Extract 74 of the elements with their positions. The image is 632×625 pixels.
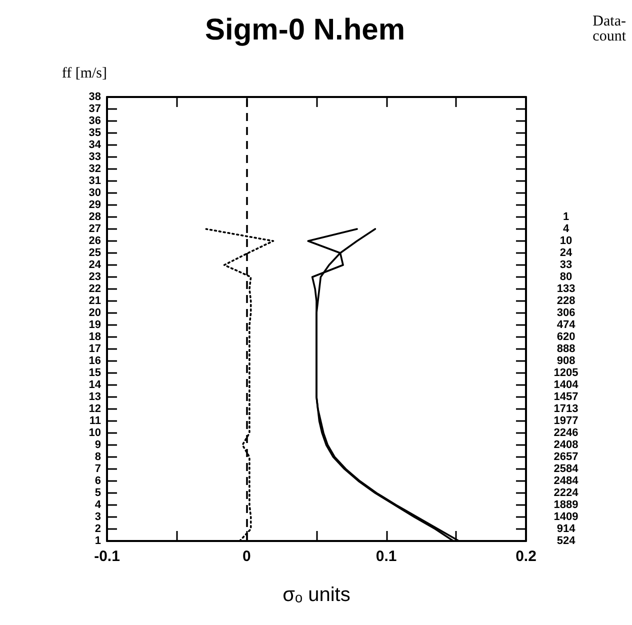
text: 2224 [554,487,580,499]
x-tick-label: 0.1 [376,548,397,565]
y-tick-label: 17 [88,343,101,355]
text: 306 [556,307,576,319]
text: 1205 [554,367,578,379]
text: 2484 [554,475,580,487]
y-tick-label: 25 [88,247,101,259]
text: 2246 [554,427,578,439]
y-tick-label: 3 [94,511,101,523]
y-axis-title: ff [m/s] [62,66,107,82]
y-tick-label: 34 [88,139,102,151]
y-tick-label: 23 [88,271,101,283]
text: 1 [562,211,570,223]
x-tick-label: 0.2 [516,548,536,565]
text: 524 [556,535,576,547]
y-tick-label: 8 [94,451,101,463]
y-tick-label: 16 [88,355,101,367]
y-tick-label: 30 [88,187,101,199]
text: 1457 [554,391,578,403]
y-tick-label: 5 [94,487,101,499]
text: Data- count [592,14,627,44]
text: 133 [556,283,576,295]
x-axis-title: σₒ units [282,584,350,606]
y-tick-label: 35 [88,127,101,139]
text: 2657 [554,451,578,463]
text: 1977 [554,415,578,427]
y-tick-label: 10 [88,427,101,439]
text: 10 [560,235,572,247]
text: 474 [556,319,576,331]
y-tick-label: 37 [88,103,101,115]
text: 1409 [554,511,578,523]
text: 888 [556,343,576,355]
text: 908 [556,355,576,367]
y-tick-label: 13 [88,391,101,403]
y-tick-label: 27 [88,223,101,235]
text: 4 [562,223,570,235]
x-tick-label: 0 [242,548,251,565]
text: 33 [560,259,572,271]
text: 228 [556,295,576,307]
text: 2584 [554,463,580,475]
y-tick-label: 6 [94,475,101,487]
y-tick-label: 18 [88,331,101,343]
text: 1713 [554,403,578,415]
y-tick-label: 9 [94,439,101,451]
y-tick-label: 29 [88,199,101,211]
y-tick-label: 26 [88,235,101,247]
y-tick-label: 4 [94,499,102,511]
y-tick-label: 21 [88,295,101,307]
y-tick-label: 24 [88,259,102,271]
y-tick-label: 1 [94,535,101,547]
x-tick-label: -0.1 [94,548,120,565]
text: 80 [560,271,572,283]
text: 620 [556,331,576,343]
text: 2408 [554,439,578,451]
y-tick-label: 12 [88,403,101,415]
chart-title: Sigm-0 N.hem [204,14,406,46]
text: 1404 [554,379,580,391]
y-tick-label: 28 [88,211,101,223]
y-tick-label: 19 [88,319,101,331]
y-tick-label: 15 [88,367,101,379]
text: 914 [556,523,576,535]
y-tick-label: 2 [94,523,101,535]
y-tick-label: 14 [88,379,102,391]
y-tick-label: 20 [88,307,101,319]
text: 1889 [554,499,578,511]
y-tick-label: 31 [88,175,101,187]
y-tick-label: 32 [88,163,101,175]
y-tick-label: 38 [88,91,101,103]
y-tick-label: 36 [88,115,101,127]
y-tick-label: 11 [89,415,101,427]
text: 24 [560,247,573,259]
y-tick-label: 7 [94,463,101,475]
y-tick-label: 22 [88,283,101,295]
y-tick-label: 33 [88,151,101,163]
